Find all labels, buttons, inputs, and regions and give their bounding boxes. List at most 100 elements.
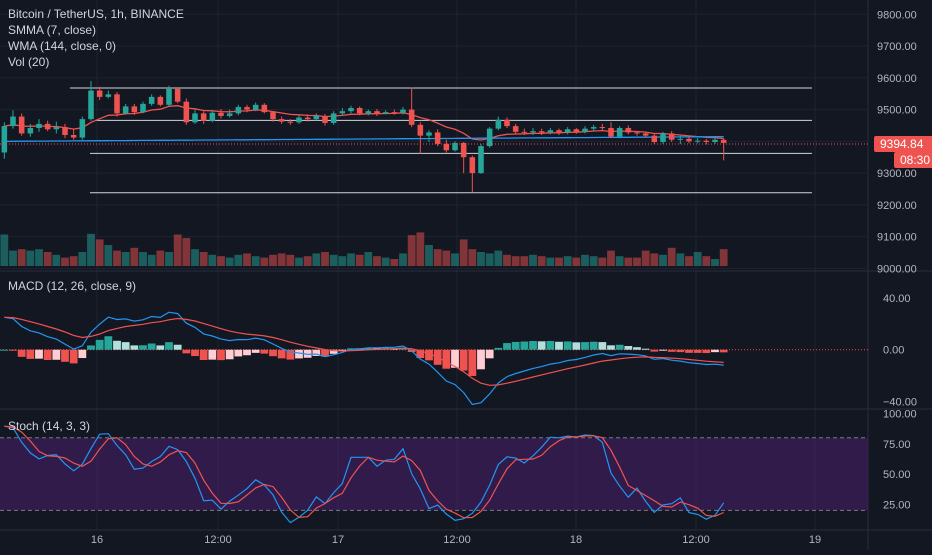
candle <box>391 109 398 115</box>
smma-legend[interactable]: SMMA (7, close) <box>8 23 97 37</box>
volume-bar <box>667 247 676 266</box>
macd-histogram-bar <box>659 349 667 351</box>
macd-histogram-bar <box>555 341 563 350</box>
volume-bar <box>433 249 442 266</box>
candle <box>556 128 562 135</box>
candle <box>261 103 268 114</box>
candle-body <box>720 139 727 143</box>
candle <box>62 123 68 139</box>
stoch-tick-label: 25.00 <box>883 499 911 511</box>
time-tick-label: 12:00 <box>682 534 710 546</box>
candle <box>677 135 684 144</box>
candle <box>642 131 649 138</box>
stoch-d-line <box>4 425 724 519</box>
price-tick-label: 9600.00 <box>877 73 917 85</box>
candle-body <box>530 131 536 133</box>
candle-body <box>469 157 476 174</box>
time-tick-label: 12:00 <box>204 534 232 546</box>
volume-bar <box>35 249 43 266</box>
candle-body <box>504 119 510 127</box>
volume-bar <box>529 254 537 266</box>
smma-line <box>4 105 724 141</box>
candle-body <box>88 90 94 120</box>
symbol-title[interactable]: Bitcoin / TetherUS, 1h, BINANCE <box>8 7 184 21</box>
volume-bar <box>286 254 295 266</box>
macd-histogram-bar <box>624 345 633 350</box>
stoch-pane[interactable] <box>0 425 868 524</box>
volume-bar <box>321 252 329 266</box>
candle-body <box>634 132 640 134</box>
volume-bar <box>217 256 225 266</box>
candle <box>374 108 380 116</box>
macd-histogram-bar <box>26 349 35 359</box>
candle <box>322 114 328 126</box>
volume-bar <box>191 249 199 266</box>
candle <box>651 133 658 144</box>
volume-bar <box>95 239 104 266</box>
macd-tick-label: 0.00 <box>883 345 904 357</box>
volume-bar <box>61 257 69 266</box>
macd-histogram-bar <box>182 349 191 354</box>
macd-histogram-bar <box>191 349 199 357</box>
candle <box>460 141 467 174</box>
volume-bar <box>277 253 286 266</box>
candle <box>712 137 718 144</box>
stoch-label[interactable]: Stoch (14, 3, 3) <box>8 419 91 433</box>
volume-bar <box>702 256 711 266</box>
candle <box>287 119 294 125</box>
candle <box>478 143 484 174</box>
candle <box>166 85 172 107</box>
macd-label[interactable]: MACD (12, 26, close, 9) <box>8 279 137 293</box>
candle-body <box>512 126 519 132</box>
candle <box>668 131 675 142</box>
volume-bar <box>624 257 633 266</box>
candle <box>694 138 701 144</box>
volume-bar <box>329 254 338 266</box>
candle-body <box>18 116 25 134</box>
price-tick-label: 9500.00 <box>877 105 917 117</box>
volume-bar <box>121 252 130 266</box>
candle-body <box>703 140 710 142</box>
candle <box>209 110 216 123</box>
volume-bar <box>26 250 35 266</box>
candle <box>252 102 259 112</box>
wma-legend[interactable]: WMA (144, close, 0) <box>8 39 117 53</box>
candle-body <box>486 128 493 147</box>
candle-body <box>261 104 268 113</box>
candle-body <box>122 106 129 114</box>
candle <box>131 103 138 115</box>
macd-histogram-bar <box>173 344 182 350</box>
stoch-tick-label: 100.00 <box>883 409 917 421</box>
volume-bar <box>685 256 693 266</box>
candle-body <box>452 142 458 151</box>
time-tick-label: 16 <box>91 534 103 546</box>
macd-histogram-bar <box>364 347 373 350</box>
macd-histogram-bar <box>95 339 104 350</box>
candle-body <box>694 140 701 142</box>
candle <box>452 141 458 152</box>
volume-legend[interactable]: Vol (20) <box>8 55 50 69</box>
candle <box>27 123 34 137</box>
macd-histogram-bar <box>312 349 321 356</box>
volume-bar <box>269 254 277 266</box>
candle-body <box>538 131 545 133</box>
volume-bar <box>43 252 52 266</box>
price-tick-label: 9300.00 <box>877 168 917 180</box>
price-pane[interactable] <box>0 81 868 266</box>
macd-legend: MACD (12, 26, close, 9) <box>8 278 136 294</box>
macd-histogram-bar <box>511 341 520 350</box>
macd-histogram-bar <box>485 349 494 359</box>
volume-bar <box>78 252 87 266</box>
macd-pane[interactable] <box>0 311 868 406</box>
candle <box>426 130 432 142</box>
candle <box>443 139 450 153</box>
volume-bar <box>347 253 355 266</box>
macd-histogram-bar <box>693 349 702 353</box>
candle <box>486 127 493 148</box>
candle-body <box>426 132 432 136</box>
candle-body <box>192 113 198 123</box>
candle-body <box>27 128 34 134</box>
candle-body <box>270 112 276 120</box>
